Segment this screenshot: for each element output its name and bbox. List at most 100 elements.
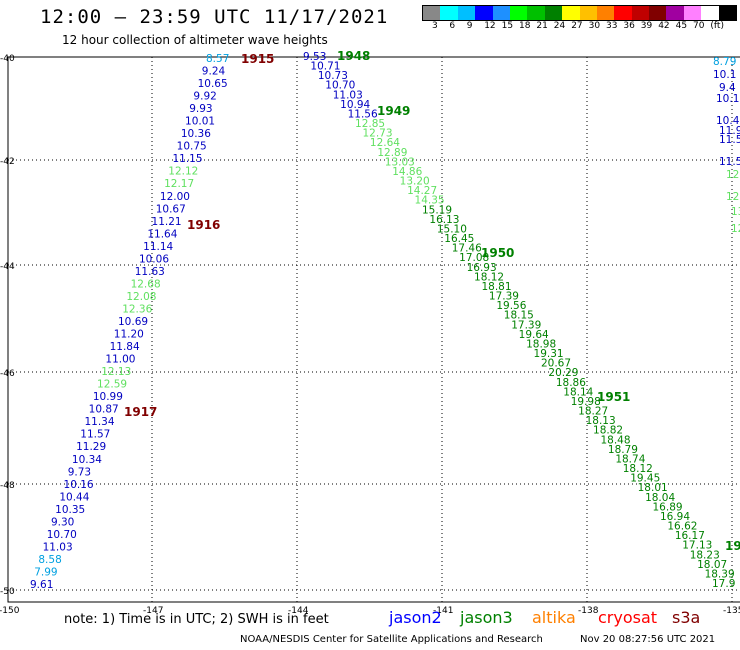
legend-label: 36 xyxy=(623,21,635,31)
wave-height-label: 16.93 xyxy=(467,262,497,274)
legend-swatch xyxy=(509,6,528,20)
legend-label: 18 xyxy=(519,21,531,31)
legend-swatch xyxy=(440,6,458,20)
wave-height-label: 10.70 xyxy=(47,529,77,541)
lat-label: -42 xyxy=(0,157,15,167)
wave-height-label: 18.12 xyxy=(623,463,653,475)
wave-height-label: 11.15 xyxy=(172,153,202,165)
wave-height-label: 11.5 xyxy=(719,134,740,146)
mission-jason2: jason2 xyxy=(389,608,442,627)
mission-jason3: jason3 xyxy=(460,608,513,627)
wave-height-label: 12 xyxy=(726,191,739,203)
wave-height-label: 18.39 xyxy=(705,568,735,580)
wave-height-label: 14.27 xyxy=(407,185,437,197)
wave-height-label: 18.15 xyxy=(504,310,534,322)
wave-height-label: 9.53 xyxy=(303,51,326,63)
legend-swatch xyxy=(631,6,650,20)
wave-height-label: 17.08 xyxy=(459,252,489,264)
wave-height-label: 17.39 xyxy=(511,319,541,331)
mission-altika: altika xyxy=(532,608,576,627)
wave-height-label: 16.62 xyxy=(667,521,697,533)
altimeter-tracks: 8.579.2410.659.929.9310.0110.3610.7511.1… xyxy=(30,51,740,591)
legend-swatch xyxy=(596,6,615,20)
mission-s3a: s3a xyxy=(672,608,701,627)
wave-height-label: 8.57 xyxy=(206,53,229,65)
wave-height-label: 18.86 xyxy=(556,377,586,389)
legend-swatch xyxy=(475,6,493,20)
wave-height-label: 11.21 xyxy=(152,216,182,228)
wave-height-label: 10.70 xyxy=(325,80,355,92)
wave-height-label: 17.46 xyxy=(452,243,482,255)
wave-height-label: 18.12 xyxy=(474,271,504,283)
wave-height-label: 11.14 xyxy=(143,241,173,253)
lat-label: -40 xyxy=(0,54,15,64)
wave-height-label: 19.64 xyxy=(519,329,549,341)
wave-height-label: 10.34 xyxy=(72,454,102,466)
legend-swatch xyxy=(423,6,441,20)
legend-swatch xyxy=(666,6,684,20)
wave-height-label: 17.39 xyxy=(489,291,519,303)
time-label: 1916 xyxy=(187,218,220,232)
map-frame xyxy=(7,56,740,603)
lat-label: -50 xyxy=(0,587,15,597)
wave-height-label: 16.94 xyxy=(660,511,690,523)
wave-height-label: 18.13 xyxy=(586,415,616,427)
legend-swatch xyxy=(701,6,719,20)
wave-height-label: 11.56 xyxy=(348,108,378,120)
wave-height-label: 10.1 xyxy=(716,93,739,105)
wave-height-label: 19.98 xyxy=(571,396,601,408)
wave-height-label: 11.9 xyxy=(719,125,740,137)
wave-height-label: 12.73 xyxy=(362,128,392,140)
wave-height-label: 12.17 xyxy=(164,178,194,190)
wave-height-label: 14.86 xyxy=(392,166,422,178)
wave-height-label: 11.00 xyxy=(105,354,135,366)
legend-swatch xyxy=(718,6,737,20)
wave-height-label: 10.94 xyxy=(340,99,370,111)
wave-height-label: 11.03 xyxy=(43,541,73,553)
color-legend-labels: 3 6 9 12 15 18 21 24 27 30 33 36 39 42 45 70 (ft) xyxy=(422,21,740,33)
wave-height-label: 18.98 xyxy=(526,338,556,350)
time-label: 1948 xyxy=(337,49,370,63)
lat-label: -48 xyxy=(0,481,15,491)
legend-label: 27 xyxy=(571,21,583,31)
time-label: 1915 xyxy=(241,52,274,66)
legend-label: 3 xyxy=(432,21,438,31)
wave-height-label: 12.64 xyxy=(370,137,400,149)
legend-label: 33 xyxy=(606,21,618,31)
wave-height-label: 18.07 xyxy=(697,559,727,571)
wave-height-label: 12 xyxy=(731,223,740,235)
wave-height-label: 17.9 xyxy=(712,578,735,590)
wave-height-label: 18.74 xyxy=(615,453,645,465)
wave-height-label: 9.92 xyxy=(193,91,216,103)
wave-height-label: 10.35 xyxy=(55,504,85,516)
wave-height-label: 10.16 xyxy=(64,479,94,491)
lon-label: -138 xyxy=(578,606,599,616)
wave-height-label: 12.59 xyxy=(97,379,127,391)
wave-height-label: 10.65 xyxy=(198,78,228,90)
legend-label: 6 xyxy=(449,21,456,31)
lon-label: -135 xyxy=(723,606,740,616)
wave-height-label: 10.67 xyxy=(156,203,186,215)
wave-height-label: 10.36 xyxy=(181,128,211,140)
legend-swatch xyxy=(683,6,702,20)
wave-height-label: 11.20 xyxy=(114,329,144,341)
wave-height-label: 18.48 xyxy=(600,434,630,446)
legend-swatch xyxy=(457,6,476,20)
wave-height-label: 20.67 xyxy=(541,358,571,370)
lon-label: -147 xyxy=(143,606,163,616)
legend-swatch xyxy=(527,6,545,20)
wave-height-label: 19.56 xyxy=(496,300,526,312)
wave-height-label: 18.04 xyxy=(645,492,675,504)
wave-height-label: 10.01 xyxy=(185,116,215,128)
wave-height-label: 20.29 xyxy=(548,367,578,379)
wave-height-label: 12.12 xyxy=(168,166,198,178)
wave-height-label: 10.75 xyxy=(177,141,207,153)
legend-label: 9 xyxy=(466,21,473,31)
time-labels: 1915 1916 1917 1948 1949 1950 1951 19 xyxy=(124,49,740,553)
lat-label: -44 xyxy=(0,262,15,272)
wave-height-label: 12.00 xyxy=(160,191,190,203)
wave-height-label: 10.1 xyxy=(713,69,736,81)
color-legend xyxy=(422,5,738,21)
axis-labels: -40 -42 -44 -46 -48 -50 -150 -147 -144 -141 -138 -1… xyxy=(0,54,740,616)
wave-height-label: 12 xyxy=(726,169,739,181)
